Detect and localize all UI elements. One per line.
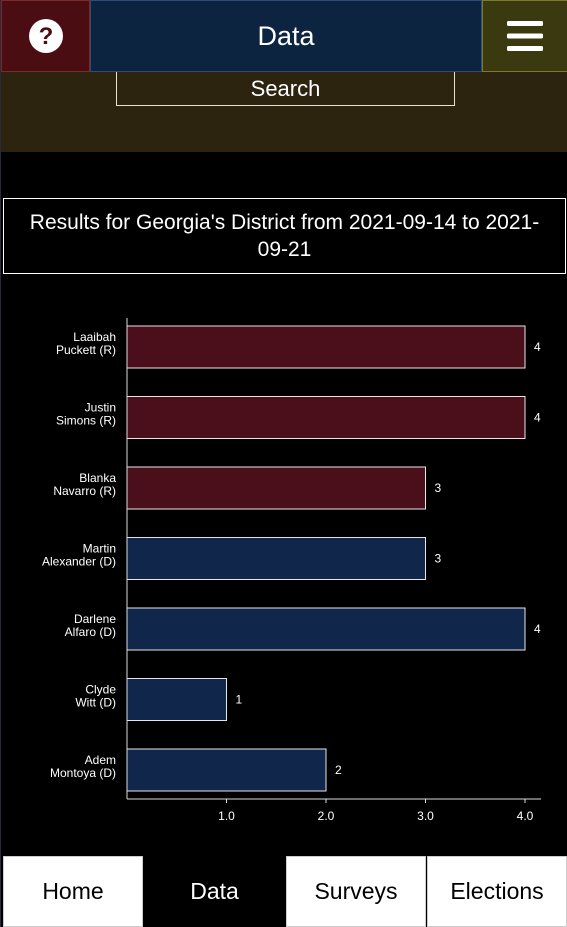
page-title: Data	[90, 0, 482, 72]
search-button[interactable]: Search	[116, 72, 455, 106]
category-label: Clyde	[85, 683, 116, 697]
menu-button[interactable]	[482, 0, 567, 72]
tab-surveys[interactable]: Surveys	[286, 856, 426, 927]
search-panel: Search	[1, 72, 567, 152]
x-tick-label: 1.0	[218, 809, 235, 823]
category-label: Navarro (R)	[53, 484, 116, 498]
bar-value-label: 1	[236, 693, 243, 707]
bottom-nav: Home Data Surveys Elections	[1, 856, 567, 927]
bar	[126, 537, 426, 580]
category-label: Alfaro (D)	[65, 625, 116, 639]
bar-value-label: 4	[534, 622, 541, 636]
top-bar: ? Data	[1, 0, 567, 72]
category-label: Witt (D)	[75, 696, 116, 710]
bar-value-label: 4	[534, 340, 541, 354]
category-label: Justin	[85, 401, 116, 415]
bar-value-label: 2	[335, 763, 342, 777]
tab-label: Surveys	[314, 878, 398, 904]
tab-label: Home	[42, 878, 104, 904]
x-tick-label: 3.0	[417, 809, 434, 823]
bar-value-label: 3	[435, 481, 442, 495]
bar-value-label: 4	[534, 411, 541, 425]
category-label: Puckett (R)	[56, 343, 116, 357]
question-circle-icon: ?	[28, 19, 63, 53]
tab-data[interactable]: Data	[143, 856, 286, 927]
bar	[126, 678, 227, 721]
bar	[126, 396, 526, 439]
bar	[126, 607, 526, 651]
category-label: Montoya (D)	[50, 766, 116, 780]
x-tick-label: 4.0	[517, 809, 534, 823]
tab-home[interactable]: Home	[3, 856, 143, 927]
tab-label: Elections	[450, 878, 544, 904]
results-chart: 4 Laaibah Puckett (R) 4 Justin Simons (R) 3 Bla…	[1, 300, 567, 840]
bar	[126, 466, 426, 510]
x-tick-label: 2.0	[318, 809, 335, 823]
hamburger-menu-icon	[507, 21, 543, 51]
results-title: Results for Georgia's District from 2021…	[3, 198, 566, 274]
category-label: Alexander (D)	[42, 555, 116, 569]
category-label: Darlene	[74, 612, 116, 626]
tab-elections[interactable]: Elections	[427, 856, 567, 927]
svg-text:?: ?	[38, 23, 53, 50]
bar	[126, 748, 327, 792]
category-label: Laaibah	[73, 330, 116, 344]
bar	[126, 325, 526, 369]
category-label: Adem	[85, 753, 116, 767]
category-label: Blanka	[79, 471, 116, 485]
category-label: Martin	[83, 542, 116, 556]
help-button[interactable]: ?	[1, 0, 90, 72]
category-label: Simons (R)	[56, 414, 116, 428]
bar-value-label: 3	[435, 552, 442, 566]
tab-label: Data	[190, 878, 239, 904]
